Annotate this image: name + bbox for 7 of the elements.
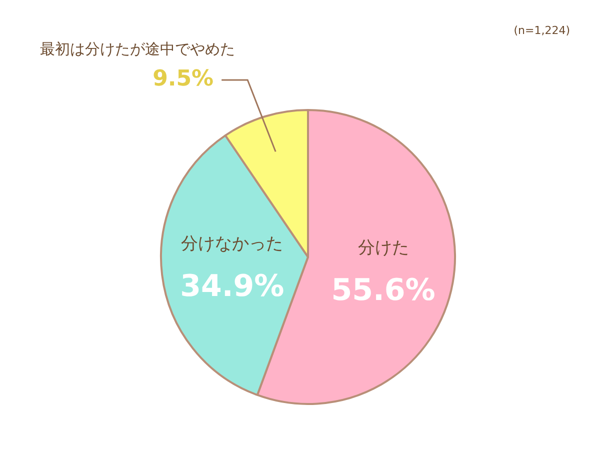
- slice-label: 分けなかった: [181, 234, 284, 254]
- slice-label: 最初は分けたが途中でやめた: [40, 40, 236, 58]
- data-label: 34.9%: [180, 269, 284, 304]
- slice-label: 分けた: [358, 238, 409, 258]
- data-label: 55.6%: [331, 273, 436, 308]
- data-label: 9.5%: [152, 66, 214, 92]
- text: (n=1,224): [514, 24, 570, 37]
